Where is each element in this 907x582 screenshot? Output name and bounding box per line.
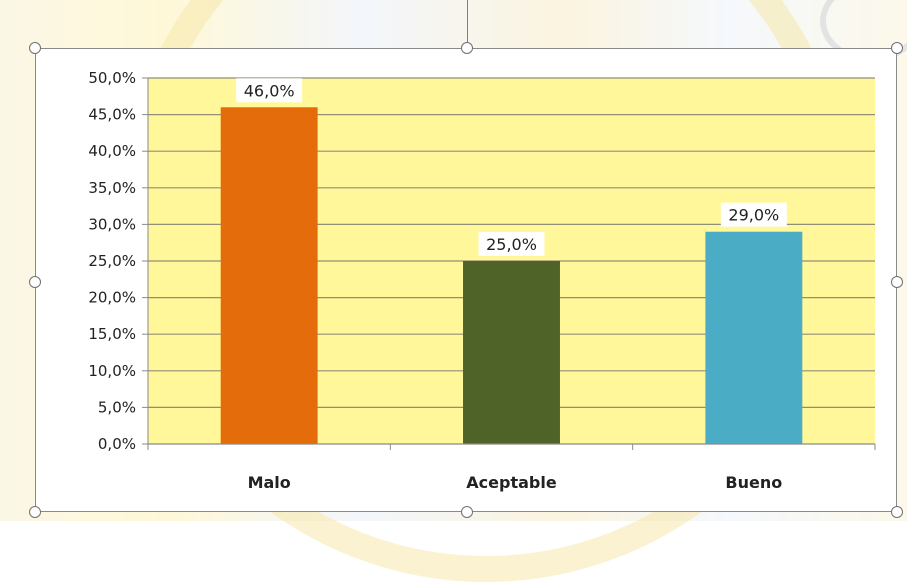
y-tick-label: 25,0% <box>88 252 136 270</box>
y-tick-label: 10,0% <box>88 362 136 380</box>
data-label: 25,0% <box>486 235 537 254</box>
bar-bueno <box>705 231 803 444</box>
data-label: 29,0% <box>728 206 779 225</box>
resize-handle-top-left[interactable] <box>29 42 41 54</box>
data-label-box <box>478 232 545 256</box>
y-tick-label: 35,0% <box>88 179 136 197</box>
y-tick-label: 50,0% <box>88 69 136 87</box>
bar-malo <box>220 107 318 444</box>
y-tick-label: 30,0% <box>88 215 136 233</box>
x-category-label: Malo <box>248 473 291 492</box>
resize-handle-middle-right[interactable] <box>891 276 903 288</box>
x-axis: Malo Aceptable Bueno <box>147 443 876 492</box>
y-tick-label: 5,0% <box>98 398 136 416</box>
data-label-box <box>720 202 787 227</box>
y-tick-label: 0,0% <box>98 435 136 453</box>
data-labels: 46,0% 25,0% 29,0% <box>236 78 787 256</box>
y-tick-label: 15,0% <box>88 325 136 343</box>
y-tick-label: 40,0% <box>88 142 136 160</box>
y-axis: 0,0% 5,0% 10,0% 15,0% 20,0% 25,0% 30,0% 35,0% 40… <box>88 69 149 453</box>
data-label-box <box>236 78 303 103</box>
bar-chart: 46,0% 25,0% 29,0% 0,0% 5,0% 10,0% 15,0% 20,0% 2… <box>88 69 876 492</box>
y-tick-label: 45,0% <box>88 106 136 124</box>
resize-handle-top-right[interactable] <box>891 42 903 54</box>
bar-aceptable <box>463 261 560 444</box>
data-label: 46,0% <box>244 81 295 100</box>
resize-handle-bottom-right[interactable] <box>891 506 903 518</box>
x-category-label: Aceptable <box>466 473 557 492</box>
bars <box>220 107 803 444</box>
x-category-label: Bueno <box>725 473 782 492</box>
resize-handle-middle-left[interactable] <box>29 276 41 288</box>
resize-handle-bottom-left[interactable] <box>29 506 41 518</box>
y-tick-label: 20,0% <box>88 289 136 307</box>
resize-handle-top-center[interactable] <box>461 42 473 54</box>
connector-line <box>467 0 468 48</box>
resize-handle-bottom-center[interactable] <box>461 506 473 518</box>
